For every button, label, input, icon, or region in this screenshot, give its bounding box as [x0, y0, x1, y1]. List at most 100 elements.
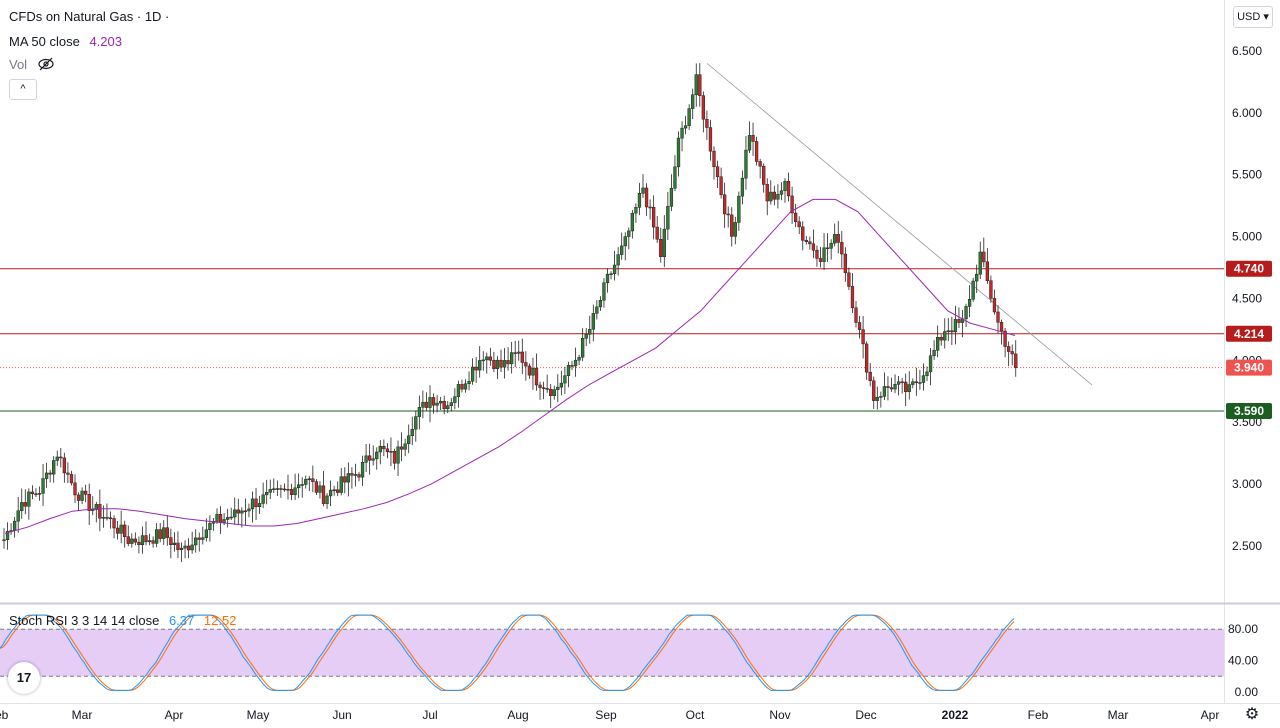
- symbol-title[interactable]: CFDs on Natural Gas · 1D ·: [9, 9, 170, 24]
- candle-body: [715, 166, 720, 178]
- candle-body: [740, 177, 745, 197]
- candle-body: [556, 386, 560, 390]
- candle-body: [921, 375, 926, 383]
- candle-body: [279, 488, 283, 490]
- candle-body: [584, 334, 588, 339]
- price-label-bg: [1226, 359, 1272, 376]
- candle-body: [76, 494, 81, 501]
- gear-icon[interactable]: ⚙: [1244, 706, 1260, 723]
- candle-body: [932, 350, 936, 356]
- candle-body: [183, 545, 187, 549]
- symbol-legend[interactable]: CFDs on Natural Gas · 1D ·: [9, 9, 169, 24]
- candle-body: [378, 445, 382, 453]
- candle-body: [499, 359, 503, 368]
- candle-body: [357, 474, 361, 478]
- candle-body: [641, 187, 645, 194]
- stoch-tick-label: 40.00: [1228, 654, 1258, 668]
- stoch-tick-label: 80.00: [1228, 622, 1258, 636]
- candle-body: [861, 329, 865, 345]
- candle-body: [652, 207, 656, 228]
- candle-body: [119, 524, 123, 534]
- candle-body: [520, 351, 524, 363]
- candle-body: [84, 490, 88, 495]
- candle-body: [502, 360, 507, 368]
- time-tick-label: Feb: [0, 708, 9, 722]
- candle-body: [872, 380, 876, 401]
- candle-body: [52, 460, 56, 475]
- candle-body: [726, 213, 730, 216]
- candle-body: [524, 362, 528, 367]
- candle-body: [598, 300, 603, 308]
- candle-body: [431, 397, 436, 406]
- candle-body: [730, 214, 734, 237]
- candle-body: [531, 367, 535, 376]
- currency-select[interactable]: USD ▾: [1233, 6, 1273, 28]
- candle-body: [683, 125, 688, 129]
- candle-body: [55, 456, 59, 461]
- candle-body: [470, 366, 475, 382]
- candle-body: [666, 206, 670, 230]
- candle-body: [343, 476, 347, 483]
- vol-legend[interactable]: Vol: [9, 57, 55, 72]
- candle-body: [23, 502, 27, 507]
- candle-body: [108, 517, 113, 520]
- time-tick-label: Jun: [332, 708, 351, 722]
- candle-body: [510, 352, 514, 365]
- candle-body: [229, 516, 233, 519]
- candle-body: [627, 230, 631, 237]
- time-tick-label: Mar: [72, 708, 93, 722]
- candle-body: [630, 212, 635, 232]
- candle-body: [392, 450, 397, 464]
- candle-body: [101, 517, 106, 519]
- candle-body: [446, 405, 450, 410]
- candle-body: [495, 359, 500, 370]
- candle-body: [407, 435, 411, 445]
- candle-body: [5, 531, 10, 541]
- candle-body: [971, 280, 975, 300]
- candle-body: [772, 191, 777, 200]
- candle-body: [818, 258, 823, 262]
- candle-body: [534, 367, 539, 386]
- candle-body: [62, 457, 67, 474]
- candlesticks: [2, 63, 1018, 562]
- candle-body: [37, 493, 42, 495]
- candle-body: [328, 489, 333, 497]
- tradingview-logo[interactable]: 17: [8, 662, 40, 694]
- candle-body: [243, 510, 248, 513]
- candle-body: [453, 396, 457, 403]
- candle-body: [87, 494, 91, 511]
- candle-body: [680, 127, 684, 139]
- price-label-text: 4.214: [1234, 327, 1264, 341]
- candle-body: [115, 527, 120, 534]
- price-label-text: 3.940: [1234, 361, 1264, 375]
- candle-body: [563, 375, 567, 384]
- collapse-legend-button[interactable]: ^: [9, 79, 37, 100]
- candle-body: [336, 489, 340, 493]
- candle-body: [754, 141, 759, 162]
- candle-body: [80, 490, 84, 501]
- candle-body: [176, 542, 180, 550]
- candle-body: [982, 251, 986, 263]
- candle-body: [698, 74, 702, 96]
- candle-body: [925, 371, 929, 376]
- eye-crossed-icon[interactable]: [37, 57, 55, 71]
- candle-body: [421, 401, 425, 408]
- candle-body: [801, 226, 805, 241]
- candle-body: [424, 401, 429, 408]
- candle-body: [286, 489, 290, 491]
- candle-body: [936, 337, 940, 351]
- price-tick-label: 6.000: [1232, 106, 1262, 120]
- candle-body: [368, 455, 372, 461]
- stoch-legend[interactable]: Stoch RSI 3 3 14 14 close 6.37 12.52: [9, 613, 236, 628]
- candle-body: [147, 540, 152, 543]
- candle-body: [467, 381, 471, 385]
- price-tick-label: 6.500: [1232, 44, 1262, 58]
- candle-body: [953, 319, 958, 333]
- candle-body: [350, 473, 354, 476]
- ma-legend[interactable]: MA 50 close 4.203: [9, 34, 122, 49]
- candle-body: [676, 137, 681, 168]
- candle-body: [13, 520, 17, 531]
- candle-body: [662, 228, 666, 257]
